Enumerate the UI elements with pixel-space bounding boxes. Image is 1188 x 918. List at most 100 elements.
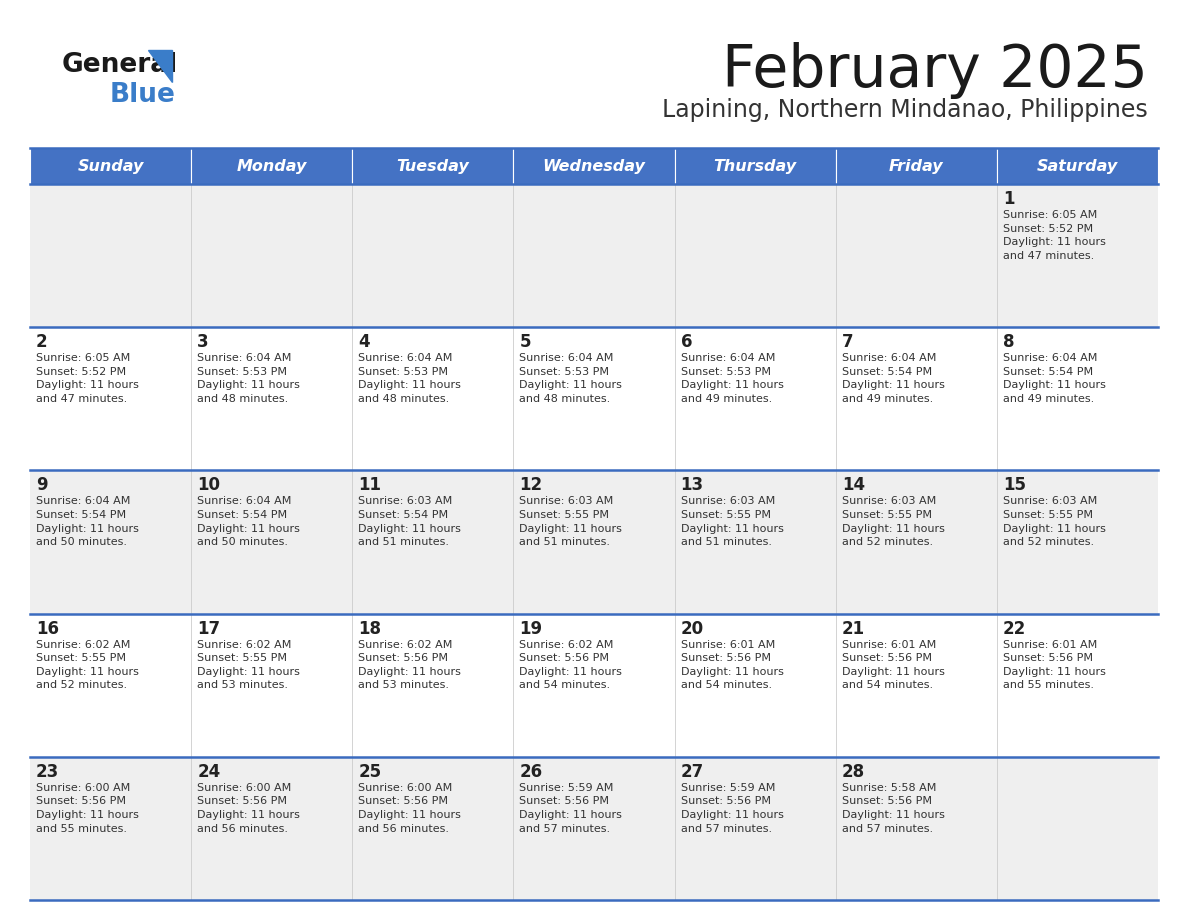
Text: Sunrise: 6:01 AM
Sunset: 5:56 PM
Daylight: 11 hours
and 54 minutes.: Sunrise: 6:01 AM Sunset: 5:56 PM Dayligh… xyxy=(681,640,783,690)
Text: 8: 8 xyxy=(1003,333,1015,352)
Bar xyxy=(675,613,835,756)
Bar xyxy=(835,184,997,327)
Bar xyxy=(835,327,997,470)
Text: 25: 25 xyxy=(359,763,381,781)
Bar xyxy=(513,148,675,184)
Bar xyxy=(997,148,1158,184)
Text: Sunrise: 6:03 AM
Sunset: 5:55 PM
Daylight: 11 hours
and 51 minutes.: Sunrise: 6:03 AM Sunset: 5:55 PM Dayligh… xyxy=(681,497,783,547)
Text: Tuesday: Tuesday xyxy=(397,159,469,174)
Text: 6: 6 xyxy=(681,333,693,352)
Text: Sunrise: 6:03 AM
Sunset: 5:55 PM
Daylight: 11 hours
and 51 minutes.: Sunrise: 6:03 AM Sunset: 5:55 PM Dayligh… xyxy=(519,497,623,547)
Text: 7: 7 xyxy=(842,333,853,352)
Text: Saturday: Saturday xyxy=(1037,159,1118,174)
Bar xyxy=(997,327,1158,470)
Bar xyxy=(997,184,1158,327)
Text: Sunrise: 6:03 AM
Sunset: 5:55 PM
Daylight: 11 hours
and 52 minutes.: Sunrise: 6:03 AM Sunset: 5:55 PM Dayligh… xyxy=(842,497,944,547)
Text: Thursday: Thursday xyxy=(714,159,797,174)
Text: Wednesday: Wednesday xyxy=(543,159,645,174)
Text: Friday: Friday xyxy=(889,159,943,174)
Text: Sunrise: 6:04 AM
Sunset: 5:54 PM
Daylight: 11 hours
and 49 minutes.: Sunrise: 6:04 AM Sunset: 5:54 PM Dayligh… xyxy=(842,353,944,404)
Text: Sunrise: 6:00 AM
Sunset: 5:56 PM
Daylight: 11 hours
and 56 minutes.: Sunrise: 6:00 AM Sunset: 5:56 PM Dayligh… xyxy=(197,783,301,834)
Text: Sunrise: 6:05 AM
Sunset: 5:52 PM
Daylight: 11 hours
and 47 minutes.: Sunrise: 6:05 AM Sunset: 5:52 PM Dayligh… xyxy=(1003,210,1106,261)
Text: Sunrise: 6:04 AM
Sunset: 5:54 PM
Daylight: 11 hours
and 49 minutes.: Sunrise: 6:04 AM Sunset: 5:54 PM Dayligh… xyxy=(1003,353,1106,404)
Bar xyxy=(191,184,353,327)
Text: Sunrise: 6:01 AM
Sunset: 5:56 PM
Daylight: 11 hours
and 55 minutes.: Sunrise: 6:01 AM Sunset: 5:56 PM Dayligh… xyxy=(1003,640,1106,690)
Text: Sunrise: 6:05 AM
Sunset: 5:52 PM
Daylight: 11 hours
and 47 minutes.: Sunrise: 6:05 AM Sunset: 5:52 PM Dayligh… xyxy=(36,353,139,404)
Text: 14: 14 xyxy=(842,476,865,495)
Bar xyxy=(513,756,675,900)
Text: Sunrise: 6:00 AM
Sunset: 5:56 PM
Daylight: 11 hours
and 55 minutes.: Sunrise: 6:00 AM Sunset: 5:56 PM Dayligh… xyxy=(36,783,139,834)
Text: Sunrise: 6:03 AM
Sunset: 5:55 PM
Daylight: 11 hours
and 52 minutes.: Sunrise: 6:03 AM Sunset: 5:55 PM Dayligh… xyxy=(1003,497,1106,547)
Bar xyxy=(191,613,353,756)
Text: 13: 13 xyxy=(681,476,703,495)
Text: Sunrise: 6:04 AM
Sunset: 5:53 PM
Daylight: 11 hours
and 48 minutes.: Sunrise: 6:04 AM Sunset: 5:53 PM Dayligh… xyxy=(359,353,461,404)
Text: Sunrise: 6:02 AM
Sunset: 5:56 PM
Daylight: 11 hours
and 53 minutes.: Sunrise: 6:02 AM Sunset: 5:56 PM Dayligh… xyxy=(359,640,461,690)
Text: 5: 5 xyxy=(519,333,531,352)
Bar xyxy=(353,756,513,900)
Text: Sunrise: 6:04 AM
Sunset: 5:53 PM
Daylight: 11 hours
and 49 minutes.: Sunrise: 6:04 AM Sunset: 5:53 PM Dayligh… xyxy=(681,353,783,404)
Text: Sunrise: 5:59 AM
Sunset: 5:56 PM
Daylight: 11 hours
and 57 minutes.: Sunrise: 5:59 AM Sunset: 5:56 PM Dayligh… xyxy=(681,783,783,834)
Bar xyxy=(675,756,835,900)
Text: 17: 17 xyxy=(197,620,220,638)
Bar xyxy=(353,327,513,470)
Bar xyxy=(835,148,997,184)
Text: 28: 28 xyxy=(842,763,865,781)
Text: 15: 15 xyxy=(1003,476,1026,495)
Bar xyxy=(835,756,997,900)
Bar xyxy=(997,613,1158,756)
Text: 23: 23 xyxy=(36,763,59,781)
Bar xyxy=(191,470,353,613)
Bar xyxy=(997,470,1158,613)
Bar xyxy=(30,327,191,470)
Text: Sunrise: 6:02 AM
Sunset: 5:56 PM
Daylight: 11 hours
and 54 minutes.: Sunrise: 6:02 AM Sunset: 5:56 PM Dayligh… xyxy=(519,640,623,690)
Bar xyxy=(675,184,835,327)
Text: Blue: Blue xyxy=(110,82,176,108)
Text: 22: 22 xyxy=(1003,620,1026,638)
Text: Monday: Monday xyxy=(236,159,307,174)
Bar xyxy=(997,756,1158,900)
Bar xyxy=(30,613,191,756)
Bar xyxy=(675,148,835,184)
Text: Sunrise: 5:58 AM
Sunset: 5:56 PM
Daylight: 11 hours
and 57 minutes.: Sunrise: 5:58 AM Sunset: 5:56 PM Dayligh… xyxy=(842,783,944,834)
Text: Lapining, Northern Mindanao, Philippines: Lapining, Northern Mindanao, Philippines xyxy=(662,98,1148,122)
Polygon shape xyxy=(148,50,172,82)
Text: 21: 21 xyxy=(842,620,865,638)
Bar xyxy=(353,470,513,613)
Bar xyxy=(675,470,835,613)
Bar xyxy=(30,756,191,900)
Text: Sunrise: 6:04 AM
Sunset: 5:53 PM
Daylight: 11 hours
and 48 minutes.: Sunrise: 6:04 AM Sunset: 5:53 PM Dayligh… xyxy=(197,353,301,404)
Bar xyxy=(353,613,513,756)
Text: 4: 4 xyxy=(359,333,369,352)
Text: 12: 12 xyxy=(519,476,543,495)
Bar xyxy=(191,756,353,900)
Text: 19: 19 xyxy=(519,620,543,638)
Bar xyxy=(675,327,835,470)
Text: Sunrise: 6:02 AM
Sunset: 5:55 PM
Daylight: 11 hours
and 53 minutes.: Sunrise: 6:02 AM Sunset: 5:55 PM Dayligh… xyxy=(197,640,301,690)
Bar xyxy=(513,184,675,327)
Text: Sunrise: 6:00 AM
Sunset: 5:56 PM
Daylight: 11 hours
and 56 minutes.: Sunrise: 6:00 AM Sunset: 5:56 PM Dayligh… xyxy=(359,783,461,834)
Text: 11: 11 xyxy=(359,476,381,495)
Text: Sunrise: 6:04 AM
Sunset: 5:54 PM
Daylight: 11 hours
and 50 minutes.: Sunrise: 6:04 AM Sunset: 5:54 PM Dayligh… xyxy=(197,497,301,547)
Bar xyxy=(30,148,191,184)
Text: 20: 20 xyxy=(681,620,703,638)
Text: 10: 10 xyxy=(197,476,220,495)
Text: 26: 26 xyxy=(519,763,543,781)
Text: Sunrise: 6:04 AM
Sunset: 5:54 PM
Daylight: 11 hours
and 50 minutes.: Sunrise: 6:04 AM Sunset: 5:54 PM Dayligh… xyxy=(36,497,139,547)
Text: Sunrise: 6:02 AM
Sunset: 5:55 PM
Daylight: 11 hours
and 52 minutes.: Sunrise: 6:02 AM Sunset: 5:55 PM Dayligh… xyxy=(36,640,139,690)
Bar xyxy=(835,613,997,756)
Text: General: General xyxy=(62,52,178,78)
Bar xyxy=(513,327,675,470)
Text: 18: 18 xyxy=(359,620,381,638)
Bar xyxy=(353,184,513,327)
Text: 24: 24 xyxy=(197,763,221,781)
Bar xyxy=(513,470,675,613)
Text: February 2025: February 2025 xyxy=(722,42,1148,99)
Text: Sunday: Sunday xyxy=(77,159,144,174)
Bar xyxy=(30,184,191,327)
Text: 9: 9 xyxy=(36,476,48,495)
Bar xyxy=(513,613,675,756)
Text: Sunrise: 6:03 AM
Sunset: 5:54 PM
Daylight: 11 hours
and 51 minutes.: Sunrise: 6:03 AM Sunset: 5:54 PM Dayligh… xyxy=(359,497,461,547)
Text: Sunrise: 6:04 AM
Sunset: 5:53 PM
Daylight: 11 hours
and 48 minutes.: Sunrise: 6:04 AM Sunset: 5:53 PM Dayligh… xyxy=(519,353,623,404)
Text: 3: 3 xyxy=(197,333,209,352)
Text: 2: 2 xyxy=(36,333,48,352)
